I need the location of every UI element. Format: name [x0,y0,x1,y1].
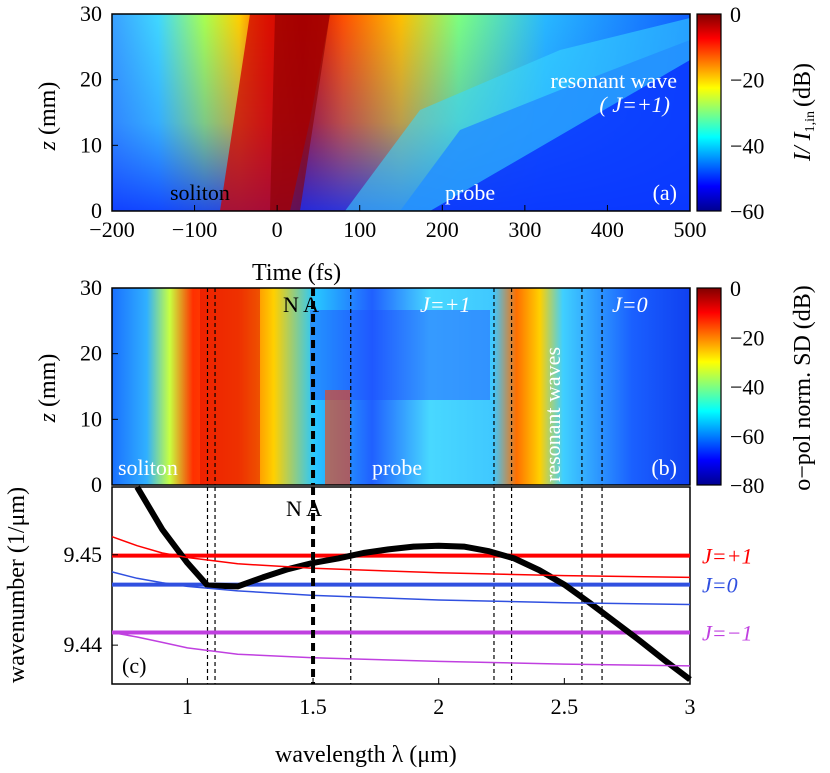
panel-a-xtick-label: 100 [343,217,376,242]
panel-a-tag: (a) [653,180,677,205]
panel-b-probe-label: probe [372,455,422,480]
panel-a-ylabel: z (mm) [35,82,61,152]
panel-c-series-curve [111,631,691,667]
panel-a-colorbar-label: I/ I1,in(dB) [790,63,818,162]
panel-c-series-curve [111,535,691,579]
panel-b-ylabel: z (mm) [35,354,61,424]
panel-a-ytick-label: 0 [91,198,102,223]
panel-c-xtick-label: 1.5 [299,694,327,719]
panel-a-xtick-label: −100 [172,217,217,242]
panel-b-ytick-label: 20 [80,341,102,366]
panel-a-xtick-label: 300 [508,217,541,242]
panel-c-axes: 1 1.5 2 2.5 3 9.44 9.45 [64,542,696,719]
panel-a-resonant-j-label: ( J=+1) [599,92,670,117]
panel-a-xtick-label: 200 [426,217,459,242]
panel-b-colorbar-tick-label: 0 [730,276,741,301]
panel-b-ytick-label: 10 [80,406,102,431]
panel-b-j1-label: J=+1 [420,292,470,317]
panel-c-xtick-label: 1 [182,694,193,719]
panel-b-soliton-band [200,288,260,485]
panel-a-soliton-label: soliton [170,180,230,205]
panel-b-soliton-label: soliton [118,455,178,480]
panel-b-colorbar-label: o−pol norm. SD (dB) [790,285,816,491]
panel-a-colorbar-tick-label: 0 [730,2,741,27]
panel-c-xtick-label: 2 [433,694,444,719]
panel-b-colorbar [696,287,722,486]
panel-b-tag: (b) [651,455,677,480]
panel-c-dispersion-curve [134,485,692,682]
panel-a-frame [111,13,691,212]
panel-a-colorbar-tick-label: −20 [730,68,764,93]
panel-b-na-label: N A [283,292,319,317]
panel-a: soliton probe resonant wave ( J=+1) (a) … [35,1,818,286]
panel-b-frame [111,287,691,486]
panel-c-series-curve [111,571,691,606]
panel-c-ylabel: wavenumber (1/μm) [4,487,30,683]
panel-c-ytick-label: 9.45 [64,542,103,567]
panel-b-colorbar-ticks: 0 −20 −40 −60 −80 [730,276,764,498]
panel-b-ytick-label: 30 [80,275,102,300]
panel-a-resonant-label: resonant wave [551,68,677,93]
panel-b-probe-band [325,390,350,485]
panel-c-na-label: N A [286,496,322,521]
panel-a-xtick-label: 0 [272,217,283,242]
panel-c-plot [111,485,692,684]
panel-b-colorbar-tick-label: −60 [730,424,764,449]
panel-a-xtick-label: −200 [89,217,134,242]
panel-b-ytick-label: 0 [91,472,102,497]
panel-c-xtick-label: 2.5 [551,694,579,719]
panel-a-xlabel: Time (fs) [252,260,341,286]
panel-a-probe-label: probe [445,180,495,205]
panel-c-ytick-label: 9.44 [64,632,103,657]
panel-b-j0-label: J=0 [612,292,648,317]
panel-a-ytick-label: 20 [80,67,102,92]
panel-c-line-label: J=−1 [702,620,752,645]
panel-a-colorbar [696,13,722,212]
panel-c-line-labels: J=+1 J=0 J=−1 [702,544,752,646]
panel-b-resonant-label: resonant waves [540,347,565,482]
panel-a-colorbar-ticks: 0 −20 −40 −60 [730,2,764,224]
panel-c-line-label: J=+1 [702,544,752,569]
panel-a-colorbar-tick-label: −40 [730,133,764,158]
panel-a-xtick-label: 500 [674,217,707,242]
panel-a-ytick-label: 30 [80,1,102,26]
panel-b-colorbar-tick-label: −80 [730,473,764,498]
panel-c-line-label: J=0 [702,573,738,598]
panel-a-soliton-peak [270,14,330,211]
panel-c-xtick-label: 3 [685,694,696,719]
panel-a-colorbar-tick-label: −60 [730,199,764,224]
panel-b-colorbar-tick-label: −40 [730,375,764,400]
panel-b: soliton probe N A J=+1 J=0 resonant wave… [35,275,816,498]
panel-b-axes: 0 10 20 30 [80,275,118,497]
panel-b-blue-region [310,310,490,400]
panel-c-tag: (c) [122,653,146,678]
panel-a-xtick-label: 400 [591,217,624,242]
panel-a-axes: −200 −100 0 100 200 300 400 500 0 10 20 30 [80,1,707,242]
panel-b-dashed-lines [206,288,603,485]
panel-a-ytick-label: 10 [80,132,102,157]
panel-c-xlabel: wavelength λ (μm) [275,742,457,768]
panel-c: N A (c) 1 1.5 2 2.5 3 9.44 9.45 J=+1 J=0 J=−1 wa… [4,485,752,768]
panel-a-resonant-wave-band [345,18,690,211]
panel-b-colorbar-tick-label: −20 [730,325,764,350]
